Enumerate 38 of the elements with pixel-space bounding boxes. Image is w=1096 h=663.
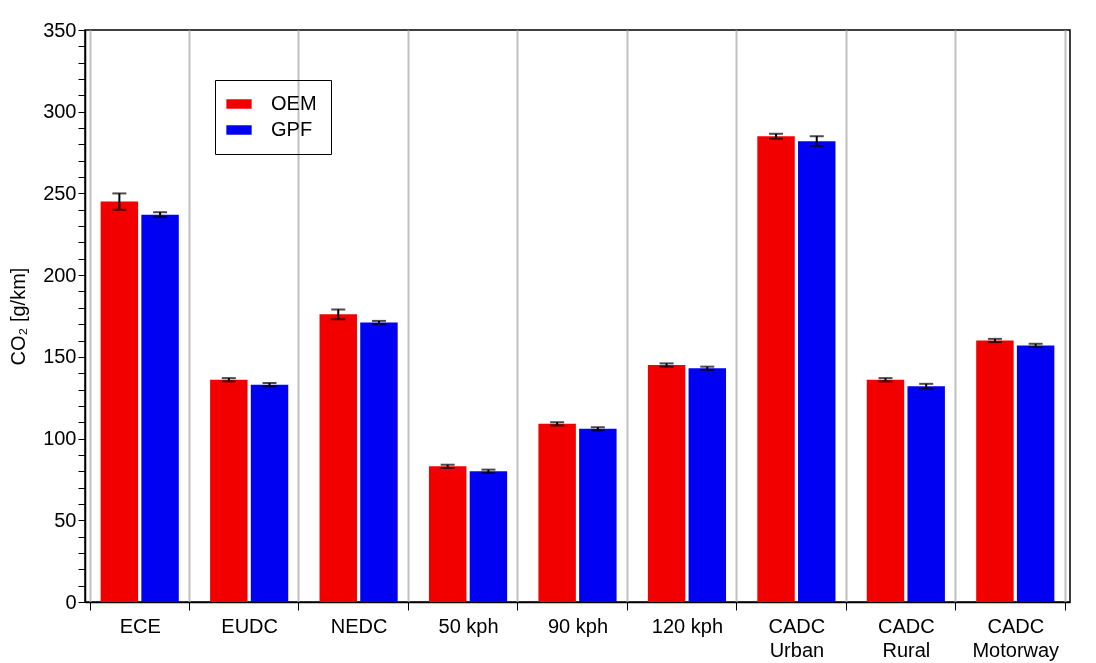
y-tick-label: 50 bbox=[54, 508, 77, 531]
x-tick-label: 90 kph bbox=[547, 614, 609, 637]
y-tick-label: 250 bbox=[43, 181, 77, 204]
bar bbox=[976, 340, 1014, 602]
bar bbox=[538, 423, 576, 602]
y-tick-label: 300 bbox=[43, 100, 77, 123]
legend-label: OEM bbox=[271, 92, 317, 114]
y-axis-title: CO₂ [g/km] bbox=[7, 267, 30, 366]
bar bbox=[688, 368, 727, 602]
x-tick-label: EUDC bbox=[221, 614, 278, 637]
bar bbox=[757, 136, 795, 602]
y-tick-label: 100 bbox=[43, 427, 77, 450]
bar bbox=[579, 428, 617, 602]
bar bbox=[907, 386, 945, 602]
x-tick-label: 50 kph bbox=[438, 614, 499, 637]
y-tick-label: 200 bbox=[43, 263, 77, 286]
bar bbox=[469, 471, 508, 602]
x-tick-label: CADC Urban bbox=[768, 614, 826, 661]
bar bbox=[1016, 345, 1055, 602]
y-tick-label: 350 bbox=[43, 18, 77, 41]
bar bbox=[360, 322, 398, 602]
x-tick-label: 120 kph bbox=[651, 614, 724, 637]
bar bbox=[100, 201, 139, 602]
bar bbox=[210, 379, 248, 602]
bar bbox=[250, 384, 289, 602]
bar bbox=[798, 141, 836, 602]
y-tick-label: 0 bbox=[65, 590, 77, 613]
legend-label: GPF bbox=[271, 118, 313, 140]
x-tick-label: CADC Rural bbox=[878, 614, 935, 661]
x-tick-label: CADC Motorway bbox=[972, 614, 1060, 661]
bar bbox=[141, 214, 179, 602]
x-tick-label: NEDC bbox=[330, 614, 388, 637]
bar bbox=[428, 466, 467, 602]
x-tick-label: ECE bbox=[119, 614, 161, 637]
bar bbox=[866, 379, 905, 602]
y-tick-label: 150 bbox=[43, 345, 77, 368]
bar bbox=[647, 365, 686, 602]
bar bbox=[319, 314, 357, 602]
